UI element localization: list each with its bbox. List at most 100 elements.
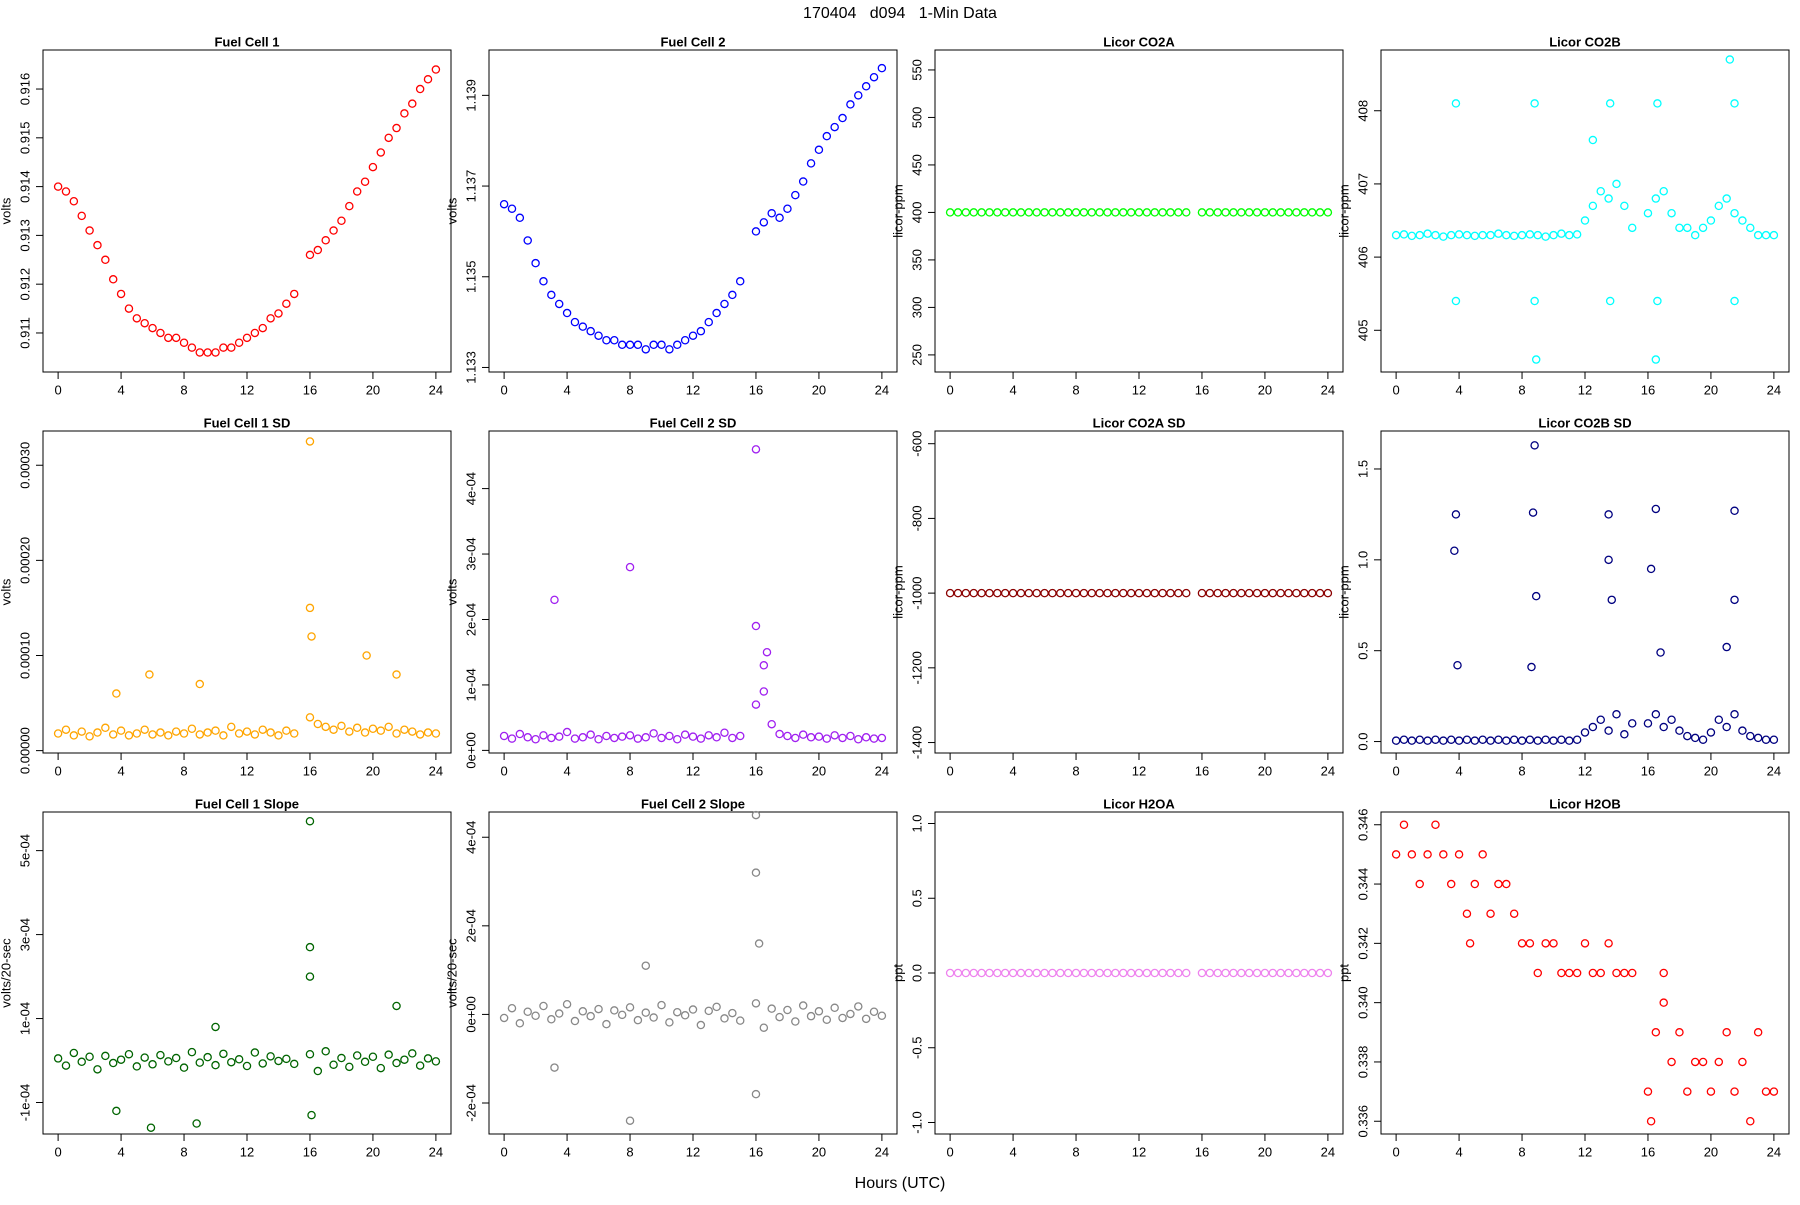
point <box>814 732 824 741</box>
point <box>985 208 994 217</box>
point <box>1126 968 1136 978</box>
point <box>321 236 330 245</box>
point <box>1722 194 1731 203</box>
point <box>728 1008 737 1018</box>
point <box>148 323 157 333</box>
y-tick-label: 0.911 <box>17 317 32 349</box>
point <box>1032 208 1041 217</box>
x-tick-label: 16 <box>1195 1144 1209 1159</box>
point <box>1525 939 1535 948</box>
point <box>570 317 580 327</box>
y-tick-label: 1e-04 <box>17 1002 32 1035</box>
point <box>1620 201 1629 211</box>
point <box>85 732 94 741</box>
x-tick-label: 0 <box>946 763 953 778</box>
point <box>754 939 764 948</box>
point <box>515 213 525 223</box>
point <box>156 728 165 737</box>
point <box>408 1049 417 1058</box>
point <box>1166 588 1175 598</box>
point <box>1150 588 1159 598</box>
point <box>562 999 572 1009</box>
point <box>219 1049 228 1059</box>
point <box>547 290 556 300</box>
plot-frame <box>488 430 898 754</box>
point <box>1431 735 1440 744</box>
point <box>305 972 315 981</box>
point <box>775 213 784 223</box>
y-tick-label: 1.135 <box>463 260 478 293</box>
point <box>1730 1087 1739 1096</box>
point <box>1572 968 1582 978</box>
x-tick-label: 24 <box>1321 1144 1335 1159</box>
point <box>633 340 643 350</box>
point <box>1596 715 1605 724</box>
point <box>562 727 572 737</box>
point <box>164 333 173 343</box>
point <box>1158 968 1167 978</box>
point <box>1722 642 1731 652</box>
point <box>1706 1087 1716 1096</box>
point <box>1620 968 1629 978</box>
point <box>1300 968 1309 978</box>
x-tick-label: 4 <box>117 382 124 397</box>
point <box>1509 231 1519 241</box>
point <box>735 731 745 741</box>
point <box>1478 230 1487 240</box>
point <box>822 734 832 743</box>
x-tick-label: 4 <box>563 1144 570 1159</box>
point <box>203 1052 212 1062</box>
point <box>1229 588 1238 598</box>
point <box>1746 1117 1755 1126</box>
point <box>1142 588 1152 598</box>
point <box>531 735 540 744</box>
point <box>1008 588 1018 598</box>
point <box>854 735 863 744</box>
point <box>728 733 737 743</box>
point <box>392 1001 401 1011</box>
point <box>759 661 769 670</box>
y-tick-label: 1.5 <box>1355 460 1370 478</box>
point <box>195 348 205 357</box>
point <box>376 148 386 157</box>
point <box>1323 968 1333 978</box>
point <box>507 734 517 743</box>
point <box>329 725 338 734</box>
point <box>1276 208 1285 217</box>
x-tick-label: 24 <box>429 382 443 397</box>
point <box>1071 208 1081 217</box>
point <box>1525 230 1535 239</box>
point <box>562 308 572 318</box>
x-tick-label: 4 <box>117 1144 124 1159</box>
point <box>673 1007 682 1017</box>
point <box>53 729 63 738</box>
point <box>1525 735 1535 744</box>
x-tick-label: 0 <box>500 763 507 778</box>
point <box>649 1013 658 1022</box>
point <box>187 1047 197 1057</box>
point <box>266 728 275 737</box>
point <box>554 1009 564 1018</box>
point <box>1032 588 1041 598</box>
point <box>211 348 220 357</box>
point <box>352 723 362 733</box>
point <box>415 1061 425 1070</box>
x-tick-label: 16 <box>303 382 317 397</box>
point <box>1000 968 1010 978</box>
point <box>1557 735 1566 744</box>
point <box>1221 968 1230 978</box>
point <box>132 314 142 323</box>
y-tick-label: -1e-04 <box>17 1084 32 1122</box>
point <box>720 299 729 309</box>
point <box>1656 648 1665 657</box>
y-tick-label: 0.336 <box>1355 1105 1370 1138</box>
point <box>101 1051 110 1061</box>
point <box>234 1055 244 1064</box>
point <box>1675 223 1684 233</box>
point <box>1111 208 1120 217</box>
point <box>1509 909 1519 918</box>
point <box>242 1061 252 1071</box>
point <box>1596 186 1605 196</box>
plot-frame <box>934 49 1344 373</box>
point <box>1769 230 1779 240</box>
